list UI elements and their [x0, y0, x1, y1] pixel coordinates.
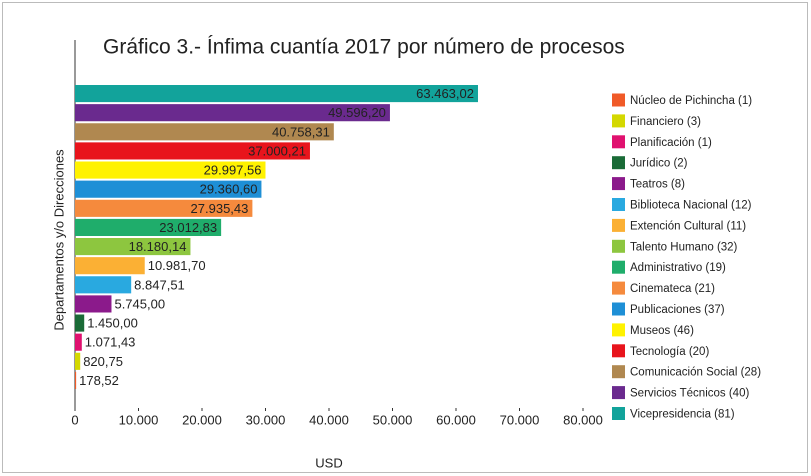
- bar: [75, 333, 82, 351]
- bar: [75, 314, 85, 332]
- legend-label: Extención Cultural (11): [630, 220, 746, 232]
- value-label: 820,75: [83, 354, 123, 369]
- y-axis-label: Departamentos y/o Direcciones: [51, 149, 66, 331]
- x-tick-label: 70.000: [500, 412, 540, 427]
- value-label: 23.012,83: [159, 220, 217, 235]
- x-tick-label: 10.000: [119, 412, 159, 427]
- legend-swatch: [612, 386, 625, 400]
- bar: [75, 161, 266, 179]
- legend-swatch: [612, 344, 625, 358]
- legend-swatch: [612, 239, 625, 253]
- value-label: 27.935,43: [191, 201, 249, 216]
- legend-label: Administrativo (19): [630, 262, 726, 274]
- bar: [75, 295, 112, 313]
- value-label: 29.997,56: [204, 163, 262, 178]
- legend-swatch: [612, 302, 625, 316]
- legend-swatch: [612, 281, 625, 295]
- bar: [75, 276, 132, 294]
- value-label: 18.180,14: [129, 239, 187, 254]
- legend-swatch: [612, 156, 625, 170]
- bar: [75, 257, 145, 275]
- value-label: 49.596,20: [328, 105, 386, 120]
- value-label: 178,52: [79, 373, 119, 388]
- legend-swatch: [612, 218, 625, 232]
- x-tick-label: 0: [71, 412, 78, 427]
- legend-label: Servicios Técnicos (40): [630, 388, 749, 400]
- bar: [75, 218, 222, 236]
- x-tick-label: 50.000: [373, 412, 413, 427]
- value-label: 1.450,00: [87, 316, 138, 331]
- legend-swatch: [612, 407, 625, 420]
- legend-label: Vicepresidencia (81): [630, 409, 735, 421]
- legend-label: Museos (46): [630, 325, 694, 337]
- legend-label: Biblioteca Nacional (12): [630, 200, 752, 212]
- legend-swatch: [612, 114, 625, 128]
- legend-label: Tecnología (20): [630, 346, 709, 358]
- legend-label: Cinemateca (21): [630, 283, 715, 295]
- bar: [75, 85, 478, 103]
- value-label: 1.071,43: [85, 335, 136, 350]
- legend-label: Publicaciones (37): [630, 304, 725, 316]
- legend-label: Jurídico (2): [630, 158, 688, 170]
- value-label: 63.463,02: [416, 86, 474, 101]
- bar: [75, 123, 334, 141]
- x-tick-label: 40.000: [309, 412, 349, 427]
- legend-label: Talento Humano (32): [630, 241, 738, 253]
- legend-swatch: [612, 323, 625, 337]
- x-tick-label: 20.000: [182, 412, 222, 427]
- legend-swatch: [612, 135, 625, 149]
- bar: [75, 142, 310, 160]
- bar: [75, 104, 390, 122]
- value-label: 40.758,31: [272, 124, 330, 139]
- bar: [75, 238, 191, 256]
- legend-swatch: [612, 198, 625, 211]
- legend-label: Financiero (3): [630, 116, 701, 128]
- legend-label: Planificación (1): [630, 137, 712, 149]
- x-axis-label: USD: [315, 455, 342, 470]
- bar: [75, 199, 253, 217]
- legend-swatch: [612, 260, 625, 274]
- x-tick-label: 80.000: [563, 412, 603, 427]
- x-tick-label: 30.000: [246, 412, 286, 427]
- bar: [75, 371, 77, 389]
- bar: [75, 180, 262, 198]
- value-label: 5.745,00: [114, 296, 165, 311]
- value-label: 10.981,70: [148, 258, 206, 273]
- legend-label: Teatros (8): [630, 179, 685, 191]
- bar: [75, 352, 81, 370]
- legend-swatch: [612, 365, 625, 379]
- legend-swatch: [612, 177, 625, 191]
- value-label: 37.000,21: [248, 143, 306, 158]
- value-label: 29.360,60: [200, 182, 258, 197]
- chart-title: Gráfico 3.- Ínfima cuantía 2017 por núme…: [103, 36, 625, 59]
- value-label: 8.847,51: [134, 277, 185, 292]
- legend-label: Núcleo de Pichincha (1): [630, 95, 752, 107]
- x-tick-label: 60.000: [436, 412, 476, 427]
- legend-swatch: [612, 93, 625, 107]
- legend-label: Comunicación Social (28): [630, 367, 761, 379]
